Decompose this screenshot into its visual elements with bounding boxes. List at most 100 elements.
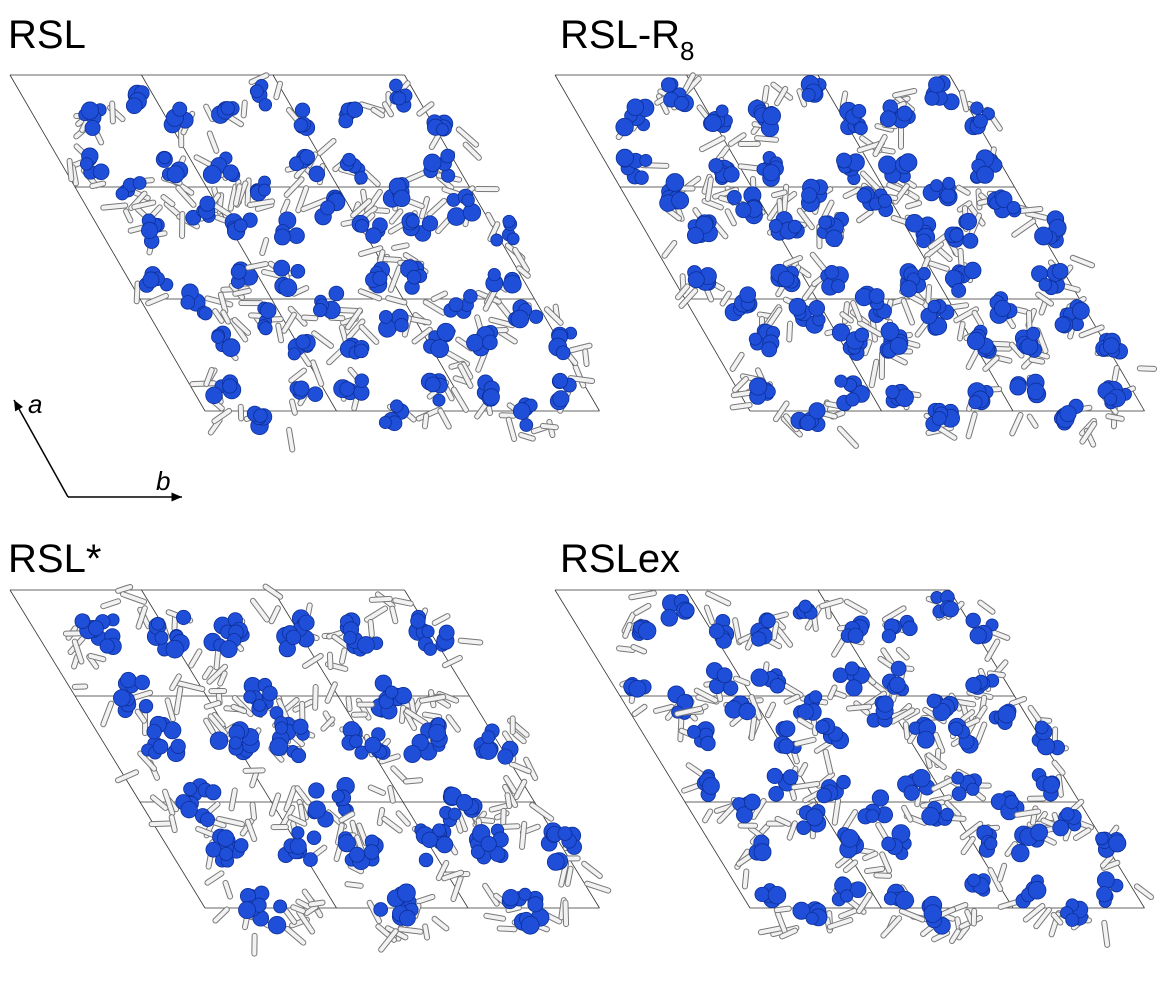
blob [928, 300, 941, 313]
blob [201, 813, 215, 827]
blob [929, 77, 945, 93]
blob [949, 722, 963, 736]
blob [899, 154, 917, 172]
blob [503, 215, 515, 227]
blob [167, 166, 184, 183]
stick [137, 283, 138, 301]
blob [231, 264, 246, 279]
blob [556, 346, 570, 360]
blob [931, 180, 943, 192]
blob [763, 107, 781, 125]
blob [767, 768, 782, 783]
blob [846, 680, 862, 696]
blob [481, 836, 496, 851]
blob [1060, 406, 1076, 422]
blob [436, 124, 448, 136]
blob [783, 770, 798, 785]
stick [372, 599, 390, 600]
blob [709, 159, 723, 173]
panel [10, 587, 608, 954]
blob [393, 92, 406, 105]
blob [93, 164, 109, 180]
blob [974, 114, 988, 128]
blob [329, 286, 344, 301]
blob [217, 830, 234, 847]
stick [619, 648, 633, 650]
stick [1014, 221, 1033, 234]
stick [192, 383, 213, 384]
blob [116, 187, 129, 200]
blob [1037, 738, 1054, 755]
stick [734, 393, 749, 395]
blob [274, 900, 287, 913]
blob [751, 632, 765, 646]
blob [922, 807, 940, 825]
blob [528, 897, 543, 912]
blob [411, 614, 426, 629]
blob [724, 167, 740, 183]
panel [555, 75, 1154, 446]
blob [932, 411, 946, 425]
blob [482, 731, 495, 744]
stick [272, 608, 278, 621]
blob [480, 742, 498, 760]
blob [488, 268, 500, 280]
blob [1005, 795, 1019, 809]
stick [425, 416, 426, 426]
blob [467, 334, 484, 351]
blob [1028, 881, 1046, 899]
stick [70, 161, 72, 179]
stick [702, 138, 723, 149]
stick [486, 916, 503, 919]
blob [288, 348, 300, 360]
blob [918, 267, 930, 279]
stick [348, 699, 349, 709]
blob [941, 808, 954, 821]
blob [852, 104, 866, 118]
blob [294, 381, 309, 396]
stick [585, 351, 586, 364]
blob [355, 219, 368, 232]
blob [290, 838, 306, 854]
blob [308, 387, 323, 402]
blob [181, 295, 195, 309]
blob [740, 287, 756, 303]
blob [806, 809, 823, 826]
blob [769, 219, 782, 232]
blob [952, 772, 964, 784]
stick [320, 141, 334, 153]
blob [422, 832, 438, 848]
blob [439, 625, 454, 640]
blob [462, 194, 474, 206]
blob [400, 910, 416, 926]
blob [220, 640, 237, 657]
blob [220, 847, 233, 860]
blob [943, 601, 959, 617]
stick [849, 707, 869, 709]
blob [344, 631, 357, 644]
blob [800, 415, 815, 430]
blob [81, 102, 98, 119]
stick [975, 313, 981, 324]
blob [121, 672, 137, 688]
blob [141, 222, 157, 238]
stick [244, 103, 245, 116]
blob [300, 150, 315, 165]
blob [971, 102, 984, 115]
blob [837, 775, 851, 789]
blob [184, 782, 197, 795]
blob [268, 916, 286, 934]
blob [635, 171, 649, 185]
blob [802, 188, 817, 203]
stick [461, 641, 481, 643]
stick [329, 350, 342, 362]
blob [88, 621, 103, 636]
stick [928, 287, 929, 302]
blob [969, 396, 982, 409]
blob [841, 829, 859, 847]
blob [1043, 777, 1059, 793]
blob [404, 745, 421, 762]
page: RSL RSL-R8 RSL* RSLex a b (() => { const… [0, 0, 1165, 1006]
stick [723, 294, 729, 304]
stick [253, 805, 254, 818]
